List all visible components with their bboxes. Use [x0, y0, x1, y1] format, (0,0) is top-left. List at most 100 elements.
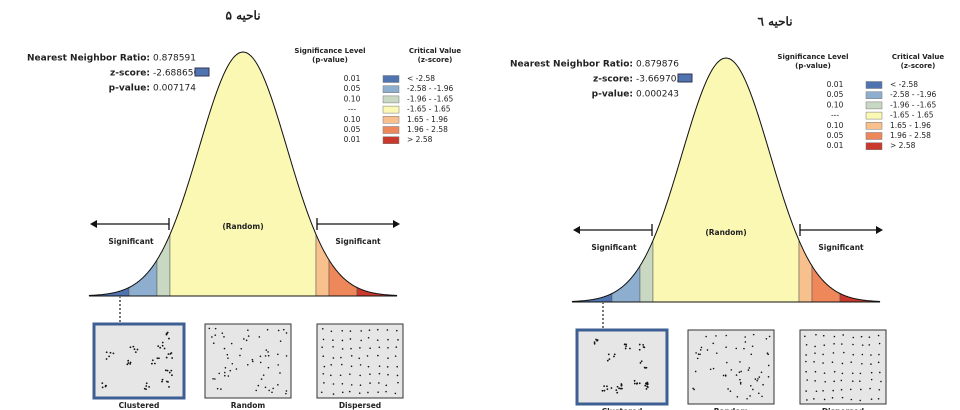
- point: [322, 338, 325, 341]
- significant-label: Significant: [818, 243, 864, 252]
- point: [212, 342, 215, 344]
- point: [727, 388, 729, 390]
- point: [223, 371, 226, 374]
- point: [129, 346, 132, 349]
- point: [644, 367, 647, 369]
- pattern-box: [575, 328, 669, 406]
- point: [860, 388, 862, 391]
- curve-outline: [88, 51, 398, 296]
- point: [349, 373, 351, 375]
- point: [831, 361, 834, 363]
- pattern-label: Clustered: [119, 401, 160, 410]
- point: [129, 361, 132, 364]
- legend-z: -1.65 - 1.65: [407, 105, 451, 114]
- point: [285, 392, 287, 395]
- point: [757, 378, 759, 380]
- point: [877, 397, 880, 400]
- point: [259, 355, 262, 358]
- point: [259, 361, 262, 364]
- point: [739, 361, 741, 363]
- point: [243, 338, 245, 340]
- stat-value: 0.878591: [153, 54, 196, 64]
- point: [831, 397, 834, 399]
- point: [593, 341, 596, 344]
- point: [216, 387, 219, 390]
- point: [247, 363, 249, 366]
- point: [860, 335, 863, 338]
- point: [805, 343, 808, 346]
- point: [359, 374, 361, 377]
- point: [367, 336, 370, 339]
- point: [712, 342, 715, 345]
- point: [145, 382, 148, 385]
- point: [277, 364, 279, 366]
- point: [842, 334, 844, 336]
- point: [852, 353, 855, 356]
- point: [841, 362, 844, 365]
- legend-swatch: [382, 136, 400, 144]
- legend-swatch: [382, 85, 400, 93]
- point: [163, 347, 166, 350]
- point: [625, 345, 627, 348]
- point: [762, 383, 764, 386]
- point: [699, 349, 702, 351]
- point: [322, 373, 325, 375]
- point: [258, 336, 261, 338]
- point: [877, 361, 880, 364]
- point: [148, 386, 151, 388]
- curve-segment: [639, 240, 654, 303]
- point: [231, 362, 234, 365]
- arrow-head: [393, 220, 400, 228]
- point: [266, 328, 269, 331]
- point: [378, 372, 381, 375]
- point: [645, 366, 648, 369]
- point: [739, 381, 742, 384]
- legend-p: ---: [348, 105, 356, 114]
- point: [321, 346, 323, 349]
- point: [618, 387, 621, 390]
- point: [260, 378, 263, 380]
- point: [166, 369, 169, 372]
- point: [608, 358, 611, 361]
- point: [756, 379, 758, 382]
- point: [709, 368, 712, 371]
- point: [105, 351, 108, 354]
- point: [367, 365, 370, 368]
- point: [394, 392, 397, 395]
- point: [738, 371, 741, 373]
- point: [359, 347, 361, 349]
- point: [616, 391, 619, 394]
- point: [601, 389, 604, 392]
- point: [814, 345, 816, 348]
- point: [832, 389, 834, 392]
- point: [161, 344, 164, 347]
- point: [212, 377, 214, 380]
- point: [693, 388, 696, 391]
- point: [750, 353, 753, 356]
- point: [859, 399, 862, 402]
- point: [861, 362, 863, 365]
- point: [341, 339, 344, 342]
- point: [341, 329, 344, 332]
- legend-header: (p-value): [795, 62, 831, 70]
- point: [341, 348, 344, 350]
- point: [620, 383, 623, 385]
- point: [240, 347, 243, 350]
- point: [880, 380, 882, 383]
- point: [852, 343, 854, 346]
- legend-p: 0.05: [827, 131, 844, 140]
- stat-label: p-value:: [109, 84, 150, 94]
- point: [620, 384, 623, 387]
- point: [724, 374, 727, 376]
- stat-label: Nearest Neighbor Ratio:: [510, 60, 633, 70]
- stat-value: 0.007174: [153, 84, 196, 94]
- point: [869, 387, 871, 390]
- point: [767, 376, 770, 378]
- point: [870, 363, 872, 365]
- point: [849, 388, 852, 391]
- point: [722, 374, 725, 377]
- point: [870, 371, 873, 374]
- pattern-label: Random: [231, 401, 266, 410]
